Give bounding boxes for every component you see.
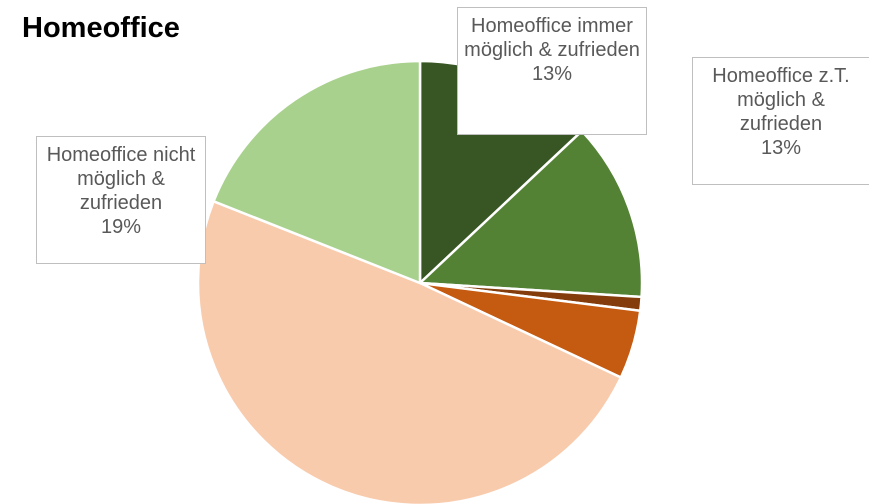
chart-title: Homeoffice <box>22 12 180 44</box>
label-category: Homeoffice nicht möglich & zufrieden <box>46 144 196 214</box>
pie-slice <box>196 199 623 504</box>
data-label: Homeoffice immer möglich & zufrieden 13% <box>457 7 647 135</box>
pie-slice <box>211 59 422 285</box>
label-value: 13% <box>531 63 573 85</box>
data-label: Homeoffice nicht möglich & zufrieden 19% <box>36 136 206 264</box>
label-value: 13% <box>760 137 802 159</box>
data-label: Homeoffice z.T. möglich & zufrieden 13% <box>692 57 869 185</box>
pie-slice <box>417 129 644 299</box>
label-category: Homeoffice z.T. möglich & zufrieden <box>712 65 850 135</box>
label-category: Homeoffice immer möglich & zufrieden <box>464 15 640 61</box>
label-value: 19% <box>100 216 142 238</box>
